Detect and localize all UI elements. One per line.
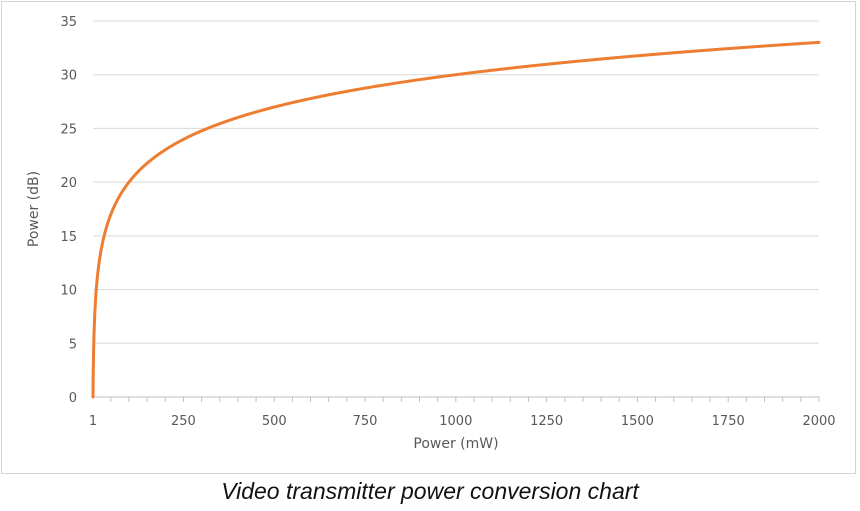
y-axis: 0 5 10 15 20 25 30 35 [60, 15, 77, 406]
y-axis-title: Power (dB) [26, 171, 42, 247]
x-axis: 1 250 500 750 1000 1250 1500 1750 2000 [89, 396, 836, 429]
x-tick-label: 2000 [802, 414, 835, 429]
x-tick-label: 1000 [439, 414, 472, 429]
y-tick-label: 30 [60, 69, 77, 84]
line-chart: 1 250 500 750 1000 1250 1500 1750 2000 051015202… [26, 15, 836, 452]
x-axis-title: Power (mW) [413, 436, 498, 452]
y-tick-label: 25 [60, 122, 77, 137]
y-tick-label: 10 [60, 284, 77, 299]
y-tick-label: 0 [69, 391, 77, 406]
y-tick-label: 5 [69, 337, 77, 352]
y-tick-label: 35 [60, 15, 77, 30]
y-tick-label: 15 [60, 230, 77, 245]
x-tick-label: 1750 [712, 414, 745, 429]
x-tick-label: 250 [171, 414, 196, 429]
series-line [91, 40, 821, 399]
chart-frame: 1 250 500 750 1000 1250 1500 1750 2000 0 5 10 15 20 2… [1, 1, 856, 474]
series-layer [91, 40, 821, 399]
y-tick-label: 20 [60, 176, 77, 191]
x-tick-label: 750 [353, 414, 378, 429]
x-tick-label: 500 [262, 414, 287, 429]
x-tick-label: 1500 [621, 414, 654, 429]
x-tick-label: 1 [89, 414, 97, 429]
gridlines [93, 20, 819, 344]
x-tick-label: 1250 [530, 414, 563, 429]
chart-caption: Video transmitter power conversion chart [221, 478, 639, 504]
